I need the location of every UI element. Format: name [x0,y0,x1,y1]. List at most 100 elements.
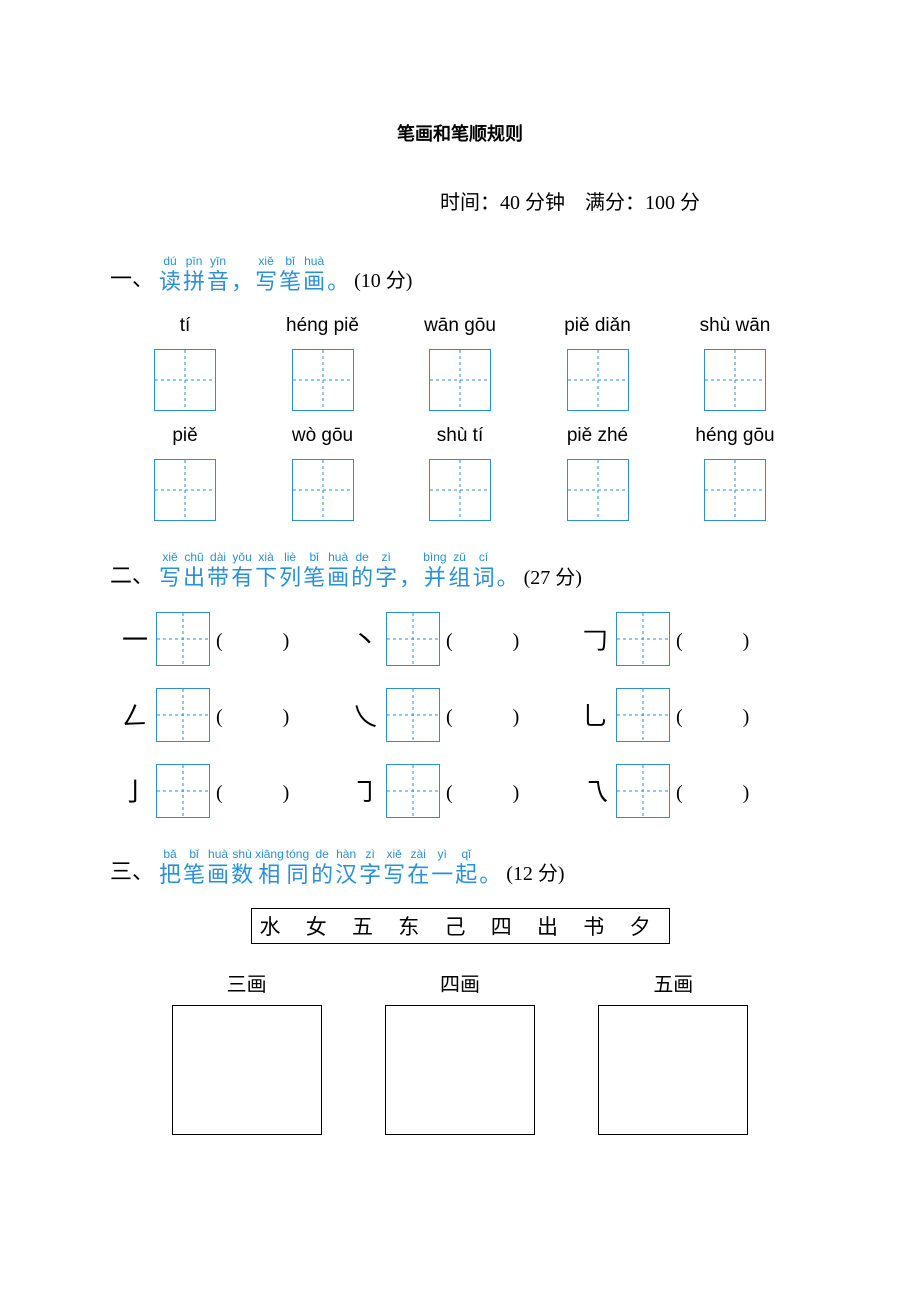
pinyin: liè [284,551,296,563]
hanzi: 写 [383,862,405,888]
tian-grid-small[interactable] [156,764,210,818]
answer-paren[interactable]: ( ) [216,776,309,805]
answer-paren[interactable]: ( ) [676,624,769,653]
tian-grid[interactable] [704,459,766,521]
stroke-cell: shù wān [680,315,790,411]
tian-grid[interactable] [292,349,354,411]
answer-paren[interactable]: ( ) [446,700,539,729]
answer-paren[interactable]: ( ) [676,776,769,805]
ruby-char: huà画 [207,848,229,888]
ruby-char: zài 在 [407,848,429,888]
pinyin-label: héng gōu [695,425,774,447]
ruby-char: huà画 [327,551,349,591]
stroke-count-column: 四画 [385,968,535,1135]
tian-grid-small[interactable] [156,688,210,742]
ruby-char: yì一 [431,848,453,888]
section-1-marker: 一、 [110,261,154,295]
tian-grid[interactable] [154,349,216,411]
stroke-cell: piě zhé [543,425,653,521]
hanzi: 一 [431,862,453,888]
hanzi: ， [399,565,421,591]
hanzi: 读 [159,269,181,295]
pinyin-label: wān gōu [424,315,496,337]
ruby-char: 。 [497,563,519,591]
ruby-char: dú 读 [159,255,181,295]
tian-grid[interactable] [567,459,629,521]
hanzi: 拼 [183,269,205,295]
stroke-glyph: 𠃋 [120,696,150,733]
tian-grid-small[interactable] [616,612,670,666]
answer-paren[interactable]: ( ) [216,700,309,729]
hanzi: 画 [327,565,349,591]
hanzi: 。 [497,565,519,591]
tian-grid[interactable] [567,349,629,411]
pinyin: bǐ [189,848,198,860]
stroke-cell: piě [130,425,240,521]
hanzi: 有 [231,565,253,591]
stroke-count-label: 四画 [440,968,480,997]
ruby-char: xiě写 [383,848,405,888]
answer-box[interactable] [172,1005,322,1135]
pinyin: cí [479,551,488,563]
tian-grid-small[interactable] [616,764,670,818]
hanzi: 带 [207,565,229,591]
pinyin: bìng [423,551,446,563]
stroke-item: 乁( ) [580,764,800,818]
ruby-char: yīn音 [207,255,229,295]
hanzi: 笔 [183,862,205,888]
pinyin: shù [232,848,251,860]
tian-grid[interactable] [704,349,766,411]
ruby-char: 。 [479,860,501,888]
section-2-heading: 二、 xiě写chū出dài带yǒu有xià下liè列bǐ笔huà画de的zì字… [110,551,810,591]
ruby-char: zǔ组 [449,551,471,591]
hanzi: 起 [455,862,477,888]
stroke-item: 乀 ( ) [350,688,570,742]
pinyin: dài [210,551,226,563]
ruby-char: xiě写 [159,551,181,591]
ruby-char: zì字 [375,551,397,591]
pinyin: bǎ [163,848,176,860]
answer-paren[interactable]: ( ) [446,776,539,805]
hanzi: 同 [286,862,308,888]
ruby-char: 。 [327,267,349,295]
answer-box[interactable] [385,1005,535,1135]
hanzi: 相 [258,862,280,888]
answer-box[interactable] [598,1005,748,1135]
pinyin-label: piě zhé [567,425,628,447]
answer-paren[interactable]: ( ) [676,700,769,729]
section-2-marker: 二、 [110,558,154,592]
tian-grid-small[interactable] [386,688,440,742]
hanzi: 在 [407,862,429,888]
answer-paren[interactable]: ( ) [216,624,309,653]
ruby-char: dài 带 [207,551,229,591]
stroke-cell: piě diǎn [543,315,653,411]
ruby-char: bìng并 [423,551,446,591]
tian-grid[interactable] [429,459,491,521]
pinyin: zì [365,848,374,860]
pinyin: qǐ [462,848,471,860]
ruby-char: huà画 [303,255,325,295]
tian-grid[interactable] [154,459,216,521]
stroke-item: ㇆( ) [350,764,570,818]
pinyin: zài [411,848,426,860]
answer-paren[interactable]: ( ) [446,624,539,653]
ruby-char: ， [231,267,253,295]
tian-grid-small[interactable] [616,688,670,742]
score-label: 满分： [585,192,645,214]
pinyin: zǔ [453,551,466,563]
ruby-char: yǒu有 [231,551,253,591]
pinyin: dú [163,255,176,267]
ruby-char: bǐ笔 [303,551,325,591]
tian-grid[interactable] [292,459,354,521]
stroke-cell: héng gōu [680,425,790,521]
tian-grid-small[interactable] [386,612,440,666]
stroke-cell: wān gōu [405,315,515,411]
tian-grid[interactable] [429,349,491,411]
stroke-glyph: 乀 [350,696,380,733]
hanzi: 把 [159,862,181,888]
stroke-glyph: 丶 [350,620,380,657]
tian-grid-small[interactable] [386,764,440,818]
ruby-char: cí词 [473,551,495,591]
bank-text: 水 女 五 东 己 四 出 书 夕 [251,908,670,944]
tian-grid-small[interactable] [156,612,210,666]
